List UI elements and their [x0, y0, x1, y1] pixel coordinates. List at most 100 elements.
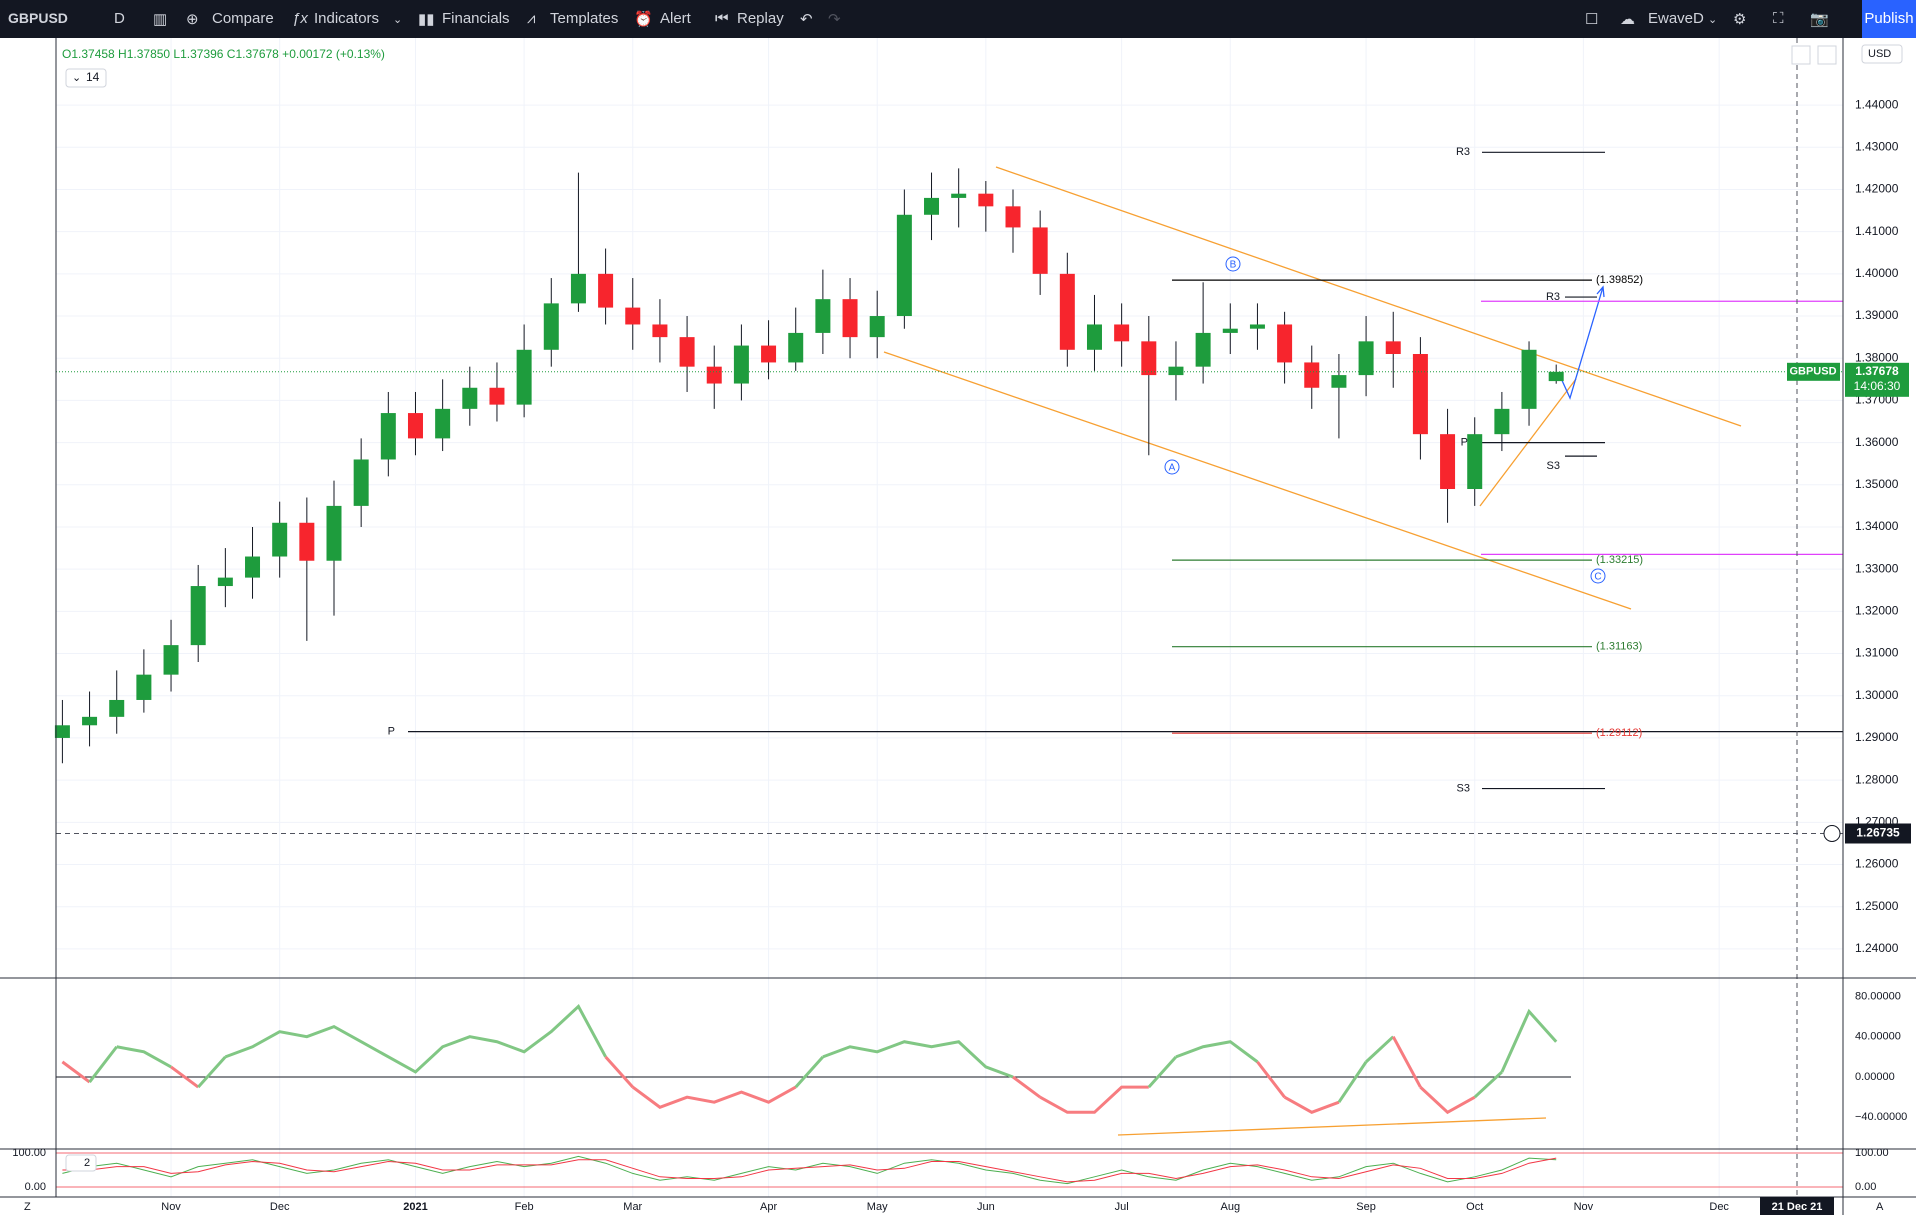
x-tick-label: Dec — [270, 1201, 290, 1213]
y-tick-label: 1.41000 — [1855, 224, 1899, 238]
layout-name[interactable]: EwaveD — [1648, 10, 1704, 27]
fib-label: (1.33215) — [1596, 554, 1643, 566]
financials[interactable]: Financials — [442, 10, 510, 27]
oscillator-line — [1283, 1095, 1340, 1114]
x-tick-label: Nov — [161, 1201, 181, 1213]
currency-box[interactable] — [1861, 44, 1903, 64]
crosshair-price: 1.26735 — [1856, 826, 1900, 840]
replay[interactable]: Replay — [737, 10, 784, 27]
pivot-label: R3 — [1546, 291, 1560, 303]
candle-body — [1059, 273, 1075, 350]
oscillator-line — [224, 1004, 607, 1074]
arrow-head — [1596, 285, 1605, 298]
x-tick-label: Apr — [760, 1201, 777, 1213]
auto-scale[interactable]: A — [1876, 1201, 1884, 1213]
candle-body — [543, 303, 559, 350]
x-tick-label: Nov — [1574, 1201, 1594, 1213]
chart: O1.37458 H1.37850 L1.37396 C1.37678 +0.0… — [0, 38, 1916, 1215]
candle-body — [462, 387, 478, 409]
collapse-button[interactable] — [65, 1154, 97, 1172]
y-tick-label-left: 0.00 — [25, 1181, 46, 1193]
indicators[interactable]: Indicators — [314, 10, 380, 27]
fullscreen[interactable]: ⛶ — [1773, 10, 1784, 27]
candle-body — [978, 193, 994, 207]
collapse-arrow: ⌄ — [72, 72, 81, 84]
x-tick-label: Mar — [623, 1201, 642, 1213]
y-tick-label: 100.00 — [1855, 1147, 1889, 1159]
wave-label: B — [1230, 260, 1237, 271]
y-tick-label: 1.42000 — [1855, 182, 1899, 196]
y-tick-label: 0.00 — [1855, 1181, 1876, 1193]
candle-body — [109, 699, 125, 717]
crosshair-price-box — [1845, 823, 1911, 844]
candle-body — [1168, 366, 1184, 376]
candle-body — [489, 387, 505, 405]
candle-body — [1032, 227, 1048, 274]
scroll-button[interactable] — [1791, 45, 1811, 65]
candle-body — [82, 716, 98, 726]
x-tick-label: Feb — [515, 1201, 534, 1213]
stoch-length: 2 — [84, 1157, 90, 1169]
stoch-line — [62, 1157, 1557, 1183]
candle-body — [842, 299, 858, 338]
dropdown[interactable]: ⌄ — [393, 14, 403, 26]
y-tick-label: 40.00000 — [1855, 1031, 1901, 1043]
y-tick-label: 1.33000 — [1855, 561, 1899, 575]
templates[interactable]: Templates — [550, 10, 619, 27]
collapse-button[interactable] — [65, 68, 107, 88]
pivot-label: S3 — [1457, 782, 1470, 794]
settings[interactable]: ⚙ — [1733, 11, 1747, 28]
wave-marker — [1164, 459, 1180, 475]
symbol-tag-text: GBPUSD — [1789, 366, 1836, 378]
cloud-icon: ☁ — [1620, 11, 1635, 28]
layout-icon[interactable]: ☐ — [1585, 11, 1599, 28]
y-tick-label: 1.44000 — [1855, 97, 1899, 111]
wave-label: A — [1169, 463, 1176, 474]
divergence-line[interactable] — [1117, 1117, 1547, 1136]
y-tick-label: 1.34000 — [1855, 519, 1899, 533]
symbol[interactable]: GBPUSD — [8, 10, 68, 26]
y-tick-label: 1.35000 — [1855, 477, 1899, 491]
x-tick-label: Dec — [1709, 1201, 1729, 1213]
dropdown[interactable]: ⌄ — [1708, 14, 1718, 26]
undo[interactable]: ↶ — [800, 11, 813, 28]
candle-body — [761, 345, 777, 363]
candle-body — [1141, 341, 1157, 376]
y-tick-label: −40.00000 — [1855, 1111, 1907, 1123]
connector — [197, 1055, 227, 1089]
candle-body — [733, 345, 749, 384]
projection-arrow[interactable] — [1559, 286, 1604, 400]
y-tick-label: 0.00000 — [1855, 1071, 1895, 1083]
y-tick-label: 1.39000 — [1855, 308, 1899, 322]
compare[interactable]: Compare — [212, 10, 274, 27]
trendline[interactable] — [883, 351, 1632, 610]
y-tick-label: 1.32000 — [1855, 604, 1899, 618]
publish[interactable]: Publish — [1862, 0, 1916, 38]
candle-body — [924, 197, 940, 215]
chart-type-icon[interactable]: ▥ — [153, 11, 168, 28]
price-tag — [1845, 362, 1909, 397]
interval[interactable]: D — [114, 10, 125, 27]
candle-body — [326, 505, 342, 561]
trendline[interactable] — [995, 166, 1742, 427]
x-tick-label: Oct — [1466, 1201, 1483, 1213]
candle-body — [407, 413, 423, 439]
candle-body — [380, 413, 396, 460]
maximize-button[interactable] — [1817, 45, 1837, 65]
candle-body — [869, 316, 885, 338]
candle-body — [1494, 408, 1510, 435]
zoom-z[interactable]: Z — [24, 1201, 31, 1213]
y-tick-label-left: 100.00 — [12, 1147, 46, 1159]
redo[interactable]: ↷ — [828, 11, 841, 28]
y-tick-label: 1.25000 — [1855, 899, 1899, 913]
candle-body — [217, 577, 233, 587]
alert[interactable]: Alert — [660, 10, 691, 27]
pivot-label: P — [388, 726, 395, 738]
ohlc-legend: O1.37458 H1.37850 L1.37396 C1.37678 +0.0… — [62, 47, 385, 61]
connector — [604, 1055, 634, 1089]
snapshot[interactable]: 📷 — [1810, 11, 1829, 28]
currency: USD — [1868, 48, 1891, 60]
connector — [88, 1045, 118, 1083]
oscillator-line — [1500, 1008, 1558, 1073]
drawings — [883, 166, 1742, 1136]
